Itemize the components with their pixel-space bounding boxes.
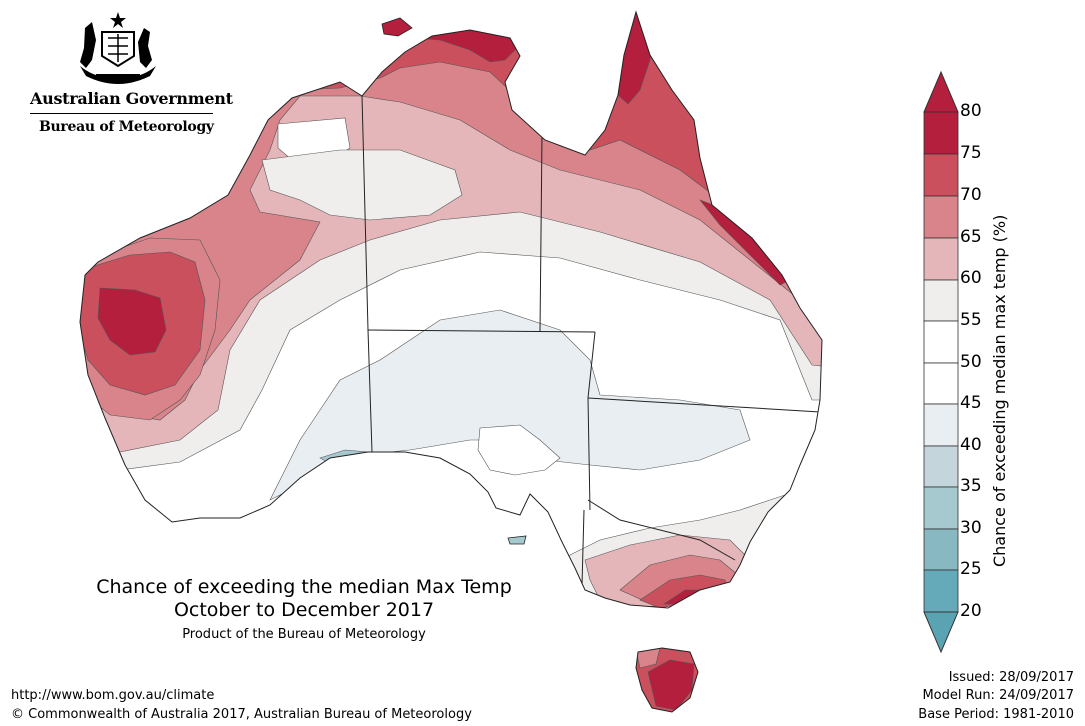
cb-tick-50: 50 xyxy=(960,352,982,372)
product-text: Product of the Bureau of Meteorology xyxy=(182,627,426,642)
colorbar xyxy=(923,70,959,654)
logo-divider xyxy=(30,113,213,114)
cb-tick-45: 45 xyxy=(960,393,982,413)
cb-tick-25: 25 xyxy=(960,559,982,579)
cb-tick-80: 80 xyxy=(960,101,982,121)
colorbar-label: Chance of exceeding median max temp (%) xyxy=(990,214,1009,567)
gov-name: Australian Government xyxy=(30,89,233,108)
issued-date: Issued: 28/09/2017 xyxy=(948,670,1074,685)
cb-tick-20: 20 xyxy=(960,601,982,621)
cb-tick-35: 35 xyxy=(960,476,982,496)
map-title-line2: October to December 2017 xyxy=(173,599,435,621)
cb-tick-40: 40 xyxy=(960,435,982,455)
base-period: Base Period: 1981-2010 xyxy=(918,707,1074,722)
bom-url-link[interactable]: http://www.bom.gov.au/climate xyxy=(11,688,215,703)
agency-name: Bureau of Meteorology xyxy=(39,119,214,135)
cb-tick-30: 30 xyxy=(960,518,982,538)
cb-tick-75: 75 xyxy=(960,143,982,163)
cb-tick-55: 55 xyxy=(960,310,982,330)
cb-tick-70: 70 xyxy=(960,185,982,205)
copyright-text: © Commonwealth of Australia 2017, Austra… xyxy=(11,707,472,722)
model-run-date: Model Run: 24/09/2017 xyxy=(922,688,1074,703)
cb-tick-60: 60 xyxy=(960,268,982,288)
coat-of-arms-icon xyxy=(80,12,156,84)
map-title-line1: Chance of exceeding the median Max Temp xyxy=(96,576,512,598)
cb-tick-65: 65 xyxy=(960,227,982,247)
